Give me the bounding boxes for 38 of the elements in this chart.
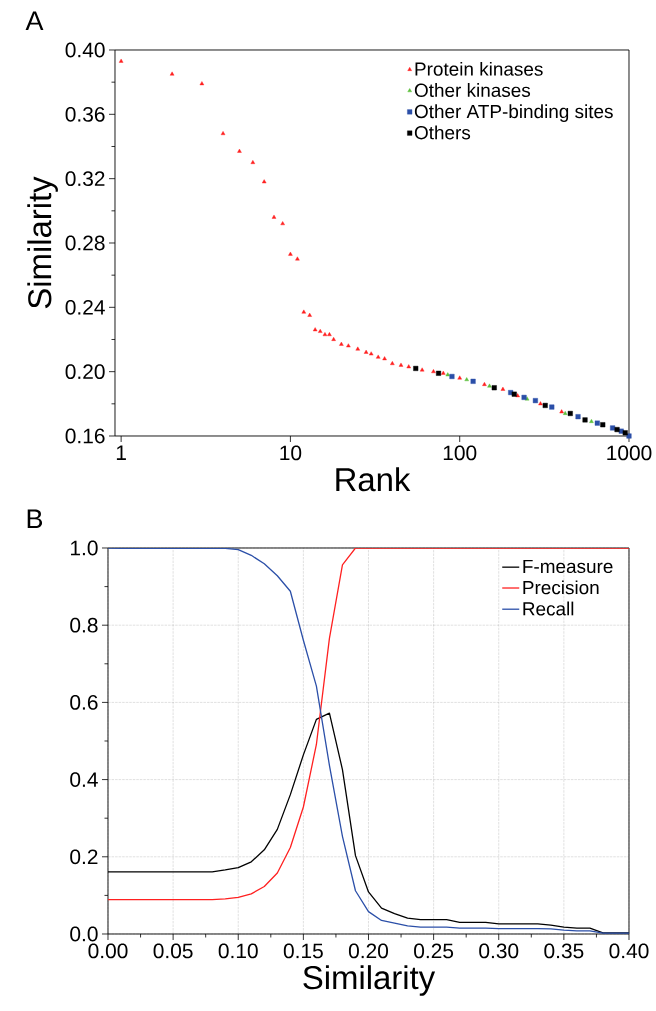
y-tick-label: 0.2 [70, 849, 98, 865]
y-tick-label: 0.0 [70, 926, 98, 942]
y-tick-label: 0.20 [65, 364, 105, 380]
x-tick-label: 0.00 [88, 943, 128, 959]
x-tick-label: 0.30 [479, 943, 519, 959]
x-tick-label: 10 [280, 445, 302, 461]
x-axis-title: Rank [336, 467, 411, 492]
x-tick-label: 0.10 [218, 943, 258, 959]
y-tick-label: 0.6 [70, 694, 98, 710]
x-tick-label: 0.15 [284, 943, 324, 959]
x-tick-label: 1 [117, 445, 127, 460]
legend-label: Precision [523, 580, 599, 595]
x-tick-label: 0.05 [153, 943, 193, 959]
y-tick-label: 0.16 [65, 428, 105, 444]
y-tick-label: 1.0 [71, 540, 98, 556]
y-axis-title: Similarity [27, 176, 59, 309]
legend-label: Recall [523, 601, 574, 616]
y-tick-label: 0.32 [65, 171, 105, 187]
text: B [27, 509, 43, 529]
legend-label: F-measure [523, 559, 613, 574]
y-tick-label: 0.40 [65, 42, 105, 58]
y-tick-label: 0.24 [65, 299, 106, 315]
x-tick-label: 1000 [607, 445, 652, 461]
legend-label: Other kinases [415, 83, 531, 97]
legend-label: Protein kinases [415, 61, 543, 76]
x-tick-label: 0.40 [609, 943, 649, 959]
x-tick-label: 0.25 [414, 943, 454, 959]
y-tick-label: 0.8 [70, 617, 98, 633]
text: A [25, 11, 44, 31]
y-tick-label: 0.4 [70, 772, 99, 787]
x-tick-label: 0.35 [544, 943, 584, 959]
x-tick-label: 100 [444, 445, 477, 461]
y-tick-label: 0.36 [65, 106, 105, 122]
x-tick-label: 0.20 [349, 943, 389, 959]
x-axis-title: Similarity [303, 965, 436, 996]
legend-label: Other ATP-binding sites [415, 104, 614, 122]
legend-label: Others [415, 125, 471, 140]
y-tick-label: 0.28 [65, 235, 105, 251]
